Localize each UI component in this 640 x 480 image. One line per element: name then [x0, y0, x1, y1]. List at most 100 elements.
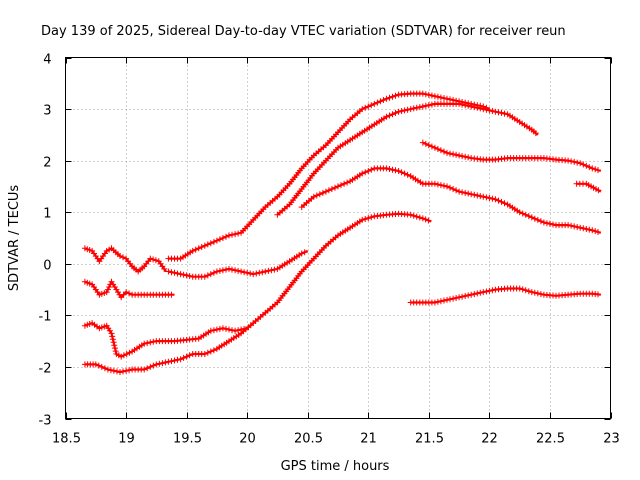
data-point	[235, 230, 242, 237]
data-point	[450, 151, 457, 158]
data-point	[383, 165, 390, 172]
data-point	[425, 217, 432, 224]
data-point	[528, 289, 535, 296]
data-point	[126, 367, 133, 374]
data-point	[153, 361, 160, 368]
data-point	[525, 213, 532, 220]
data-point	[444, 149, 450, 156]
data-point	[229, 231, 235, 238]
series-track-c	[81, 320, 248, 360]
data-point	[437, 182, 444, 189]
data-point	[250, 271, 257, 278]
data-point	[419, 215, 426, 222]
data-point	[147, 339, 154, 346]
data-point	[595, 187, 602, 194]
series-line	[410, 287, 601, 304]
data-point	[150, 338, 157, 345]
data-point	[207, 327, 214, 334]
data-point	[114, 368, 120, 375]
x-tick-label: 20	[239, 432, 256, 447]
data-point	[592, 228, 599, 235]
data-point	[456, 152, 463, 159]
data-point	[223, 325, 229, 332]
data-point	[580, 161, 587, 168]
chart-title: Day 139 of 2025, Sidereal Day-to-day VTE…	[41, 24, 566, 39]
data-point	[374, 99, 381, 106]
data-point	[550, 221, 556, 228]
data-point	[144, 365, 151, 372]
data-point	[207, 348, 214, 355]
data-point	[410, 212, 417, 219]
data-point	[189, 247, 196, 254]
data-point	[519, 286, 526, 293]
data-point	[123, 289, 130, 296]
data-point	[313, 192, 320, 199]
x-tick-label: 22.5	[536, 432, 565, 447]
data-point	[216, 267, 223, 274]
y-axis-title: SDTVAR / TECUs	[7, 185, 22, 292]
data-point	[156, 360, 163, 367]
data-point	[226, 265, 232, 272]
data-point	[462, 293, 469, 299]
data-point	[226, 232, 232, 239]
data-point	[425, 142, 432, 149]
data-point	[126, 290, 133, 297]
data-point	[583, 162, 590, 169]
data-point	[183, 353, 190, 360]
data-point	[195, 245, 202, 252]
y-tick-label: 1	[43, 207, 51, 222]
data-point	[501, 110, 508, 117]
data-point	[389, 93, 396, 100]
data-point	[522, 287, 529, 294]
data-point	[168, 291, 175, 298]
data-point	[362, 104, 369, 111]
data-point	[489, 195, 496, 202]
data-point	[474, 290, 481, 297]
data-point	[428, 92, 435, 99]
data-point	[368, 102, 375, 109]
data-point	[216, 325, 223, 332]
data-point	[112, 348, 119, 355]
data-point	[480, 289, 487, 296]
data-point	[268, 267, 275, 274]
data-point	[462, 189, 469, 196]
data-point	[165, 358, 172, 365]
data-point	[226, 326, 232, 333]
data-point	[577, 160, 584, 167]
x-tick-label: 21.5	[415, 432, 444, 447]
data-point	[462, 153, 469, 160]
data-point	[325, 187, 332, 194]
data-point	[168, 358, 175, 365]
data-point	[516, 285, 523, 292]
data-point	[161, 265, 168, 272]
data-point	[492, 196, 499, 203]
data-point	[126, 349, 133, 356]
data-point	[413, 213, 420, 220]
data-point	[410, 105, 417, 112]
data-point	[362, 216, 369, 222]
data-point	[201, 242, 208, 249]
data-point	[447, 184, 453, 191]
data-point	[380, 97, 387, 103]
series-track-j	[573, 180, 602, 194]
data-point	[316, 191, 323, 198]
data-point	[359, 216, 366, 223]
data-point	[577, 224, 584, 231]
data-point	[365, 103, 372, 110]
data-point	[262, 268, 269, 275]
y-tick-label: 4	[43, 53, 51, 68]
data-point	[422, 91, 429, 98]
x-tick-label: 23	[603, 432, 620, 447]
data-point	[489, 287, 496, 294]
data-point	[522, 211, 529, 218]
data-point	[165, 268, 172, 275]
data-point	[232, 267, 239, 274]
data-point	[425, 102, 432, 109]
data-point	[434, 298, 441, 305]
data-point	[341, 180, 348, 187]
data-point	[483, 288, 490, 295]
data-point	[450, 186, 457, 192]
data-point	[335, 183, 341, 190]
data-point	[398, 108, 405, 114]
data-point	[232, 231, 239, 238]
